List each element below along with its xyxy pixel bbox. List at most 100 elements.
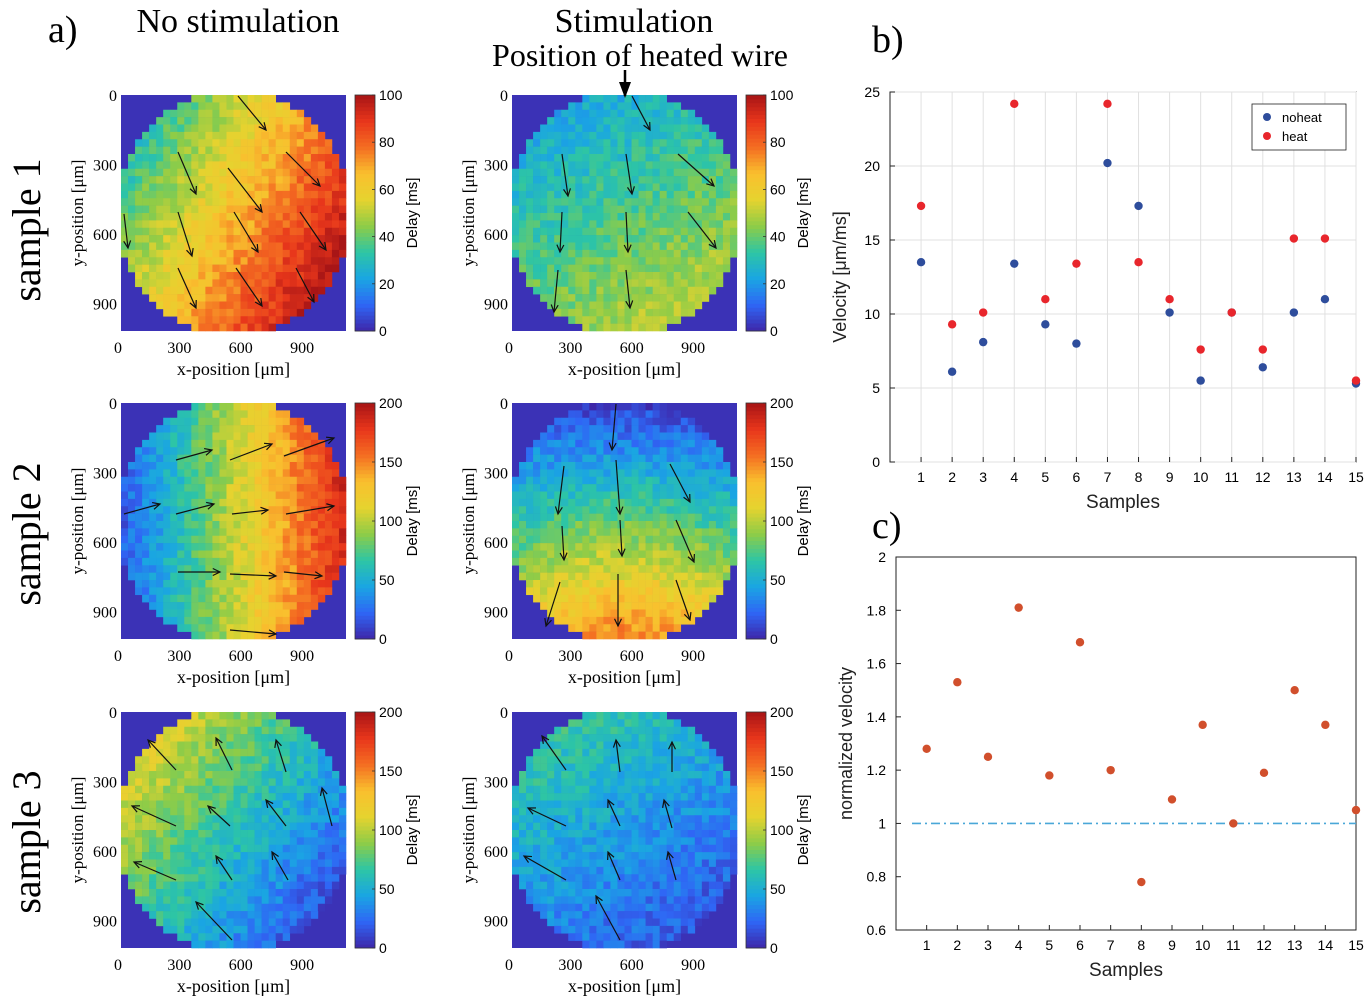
heatmap-cell xyxy=(311,257,318,265)
heatmap-cell xyxy=(198,610,205,618)
heatmap-cell xyxy=(255,867,262,875)
heatmap-cell xyxy=(660,602,667,610)
colorbar-label: Delay [ms] xyxy=(795,486,812,557)
colorbar-segment xyxy=(355,431,375,435)
heatmap-cell xyxy=(248,595,255,603)
heatmap-cell xyxy=(667,206,674,214)
heatmap-cell xyxy=(297,801,304,809)
heatmap-cell xyxy=(269,250,276,258)
heatmap-cell xyxy=(632,484,639,492)
heatmap-cell xyxy=(526,279,533,287)
heatmap-cell xyxy=(688,191,695,199)
heatmap-cell xyxy=(582,595,589,603)
colorbar-segment xyxy=(355,592,375,596)
heatmap-cell xyxy=(226,860,233,868)
heatmap-cell xyxy=(177,867,184,875)
heatmap-cell xyxy=(688,506,695,514)
heatmap-cell xyxy=(262,587,269,595)
heatmap-cell xyxy=(603,403,610,411)
colorbar-segment xyxy=(355,568,375,572)
heatmap-cell xyxy=(276,198,283,206)
heatmap-cell xyxy=(219,727,226,735)
heatmap-cell xyxy=(177,433,184,441)
heatmap-cell xyxy=(660,447,667,455)
heatmap-cell xyxy=(262,712,269,720)
heatmap-cell xyxy=(269,536,276,544)
heatmap-cell xyxy=(723,228,730,236)
heatmap-cell xyxy=(653,176,660,184)
heatmap-cell xyxy=(716,764,723,772)
heatmap-cell xyxy=(205,117,212,125)
heatmap-cell xyxy=(667,558,674,566)
heatmap-cell xyxy=(561,565,568,573)
heatmap-cell xyxy=(297,499,304,507)
heatmap-cell xyxy=(135,139,142,147)
heatmap-cell xyxy=(205,514,212,522)
colorbar-tick-label: 50 xyxy=(379,572,395,588)
heatmap-cell xyxy=(339,801,346,809)
heatmap-cell xyxy=(639,764,646,772)
heatmap-cell xyxy=(625,117,632,125)
heatmap-cell xyxy=(304,132,311,140)
heatmap-cell xyxy=(695,176,702,184)
heatmap-cell xyxy=(617,403,624,411)
heatmap-cell xyxy=(269,551,276,559)
heatmap-cell xyxy=(610,191,617,199)
heatmap-cell xyxy=(674,595,681,603)
heatmap-cell xyxy=(681,243,688,251)
heatmap-cell xyxy=(660,309,667,317)
colorbar-segment xyxy=(355,759,375,763)
heatmap-cell xyxy=(318,279,325,287)
heatmap-cell xyxy=(269,837,276,845)
colorbar-segment xyxy=(746,178,766,182)
heatmap-cell xyxy=(234,433,241,441)
heatmap-cell xyxy=(142,147,149,155)
heatmap-cell xyxy=(149,896,156,904)
heatmap-cell xyxy=(163,904,170,912)
heatmap-cell xyxy=(639,161,646,169)
heatmap-cell xyxy=(617,316,624,324)
heatmap-cell xyxy=(318,558,325,566)
heatmap-cell xyxy=(603,198,610,206)
heatmap-cell xyxy=(149,580,156,588)
heatmap-cell xyxy=(589,610,596,618)
heatmap-cell xyxy=(332,778,339,786)
heatmap-cell xyxy=(198,324,205,332)
heatmap-cell xyxy=(219,309,226,317)
colorbar-tick-label: 100 xyxy=(379,513,403,529)
heatmap-cell xyxy=(646,528,653,536)
heatmap-cell xyxy=(575,184,582,192)
heatmap-cell xyxy=(269,169,276,177)
heatmap-cell xyxy=(304,580,311,588)
heatmap-cell xyxy=(205,477,212,485)
heatmap-cell xyxy=(142,235,149,243)
heatmap-cell xyxy=(554,110,561,118)
heatmap-cell xyxy=(156,125,163,133)
heatmap-cell xyxy=(241,933,248,941)
colorbar-segment xyxy=(355,311,375,315)
heatmap-cell xyxy=(212,102,219,110)
heatmap-cell xyxy=(695,139,702,147)
heatmap-cell xyxy=(674,610,681,618)
colorbar-segment xyxy=(355,763,375,767)
heatmap-cell xyxy=(311,573,318,581)
heatmap-cell xyxy=(191,543,198,551)
heatmap-cell xyxy=(297,742,304,750)
heatmap-cell xyxy=(226,889,233,897)
heatmap-cell xyxy=(283,845,290,853)
heatmap-cell xyxy=(716,756,723,764)
heatmap-cell xyxy=(297,852,304,860)
heatmap-cell xyxy=(142,889,149,897)
heatmap-cell xyxy=(163,184,170,192)
heatmap-cell xyxy=(639,528,646,536)
heatmap-cell xyxy=(332,823,339,831)
heatmap-cell xyxy=(632,477,639,485)
heatmap-cell xyxy=(603,580,610,588)
heatmap-cell xyxy=(547,206,554,214)
heatmap-cell xyxy=(709,279,716,287)
heatmap-cell xyxy=(276,243,283,251)
heatmap-cell xyxy=(198,727,205,735)
heatmap-cell xyxy=(332,860,339,868)
heatmap-cell xyxy=(688,418,695,426)
heatmap-cell xyxy=(177,749,184,757)
